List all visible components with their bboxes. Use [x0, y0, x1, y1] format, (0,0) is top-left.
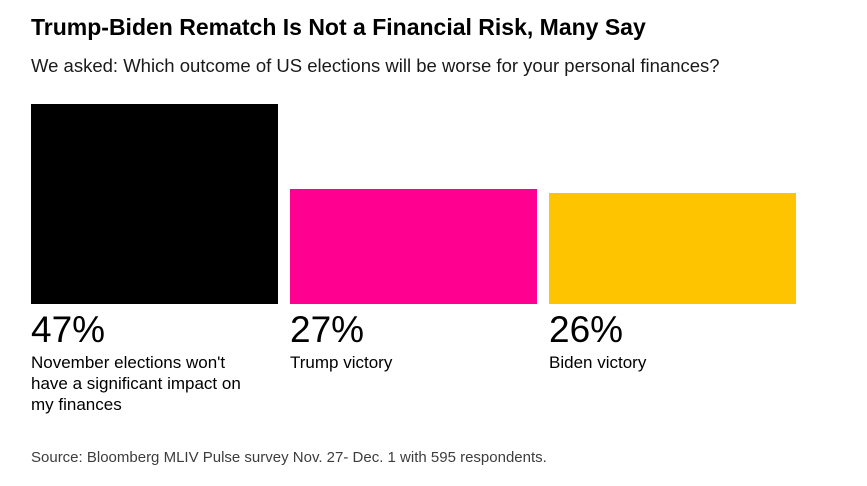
source-note: Source: Bloomberg MLIV Pulse survey Nov.…: [31, 449, 547, 466]
chart-subtitle: We asked: Which outcome of US elections …: [31, 54, 720, 76]
category-label-trump-victory: Trump victory: [290, 353, 393, 373]
bar-biden-victory: [549, 192, 796, 304]
bar-column-trump-victory: 27% Trump victory: [290, 104, 537, 416]
category-label-no-impact: November elections won't have a signific…: [31, 353, 241, 415]
value-label-trump-victory: 27%: [290, 308, 365, 350]
bar-column-biden-victory: 26% Biden victory: [549, 104, 796, 416]
bar-no-impact: [31, 103, 278, 304]
category-label-biden-victory: Biden victory: [549, 353, 647, 373]
value-label-no-impact: 47%: [31, 308, 106, 350]
bar-area: [549, 104, 796, 304]
value-label-biden-victory: 26%: [549, 308, 624, 350]
bar-area: [290, 104, 537, 304]
bar-trump-victory: [290, 188, 537, 304]
chart-title: Trump-Biden Rematch Is Not a Financial R…: [31, 14, 646, 40]
bar-chart: 47% November elections won't have a sign…: [31, 103, 796, 416]
bar-column-no-impact: 47% November elections won't have a sign…: [31, 103, 278, 416]
bar-area: [31, 103, 278, 304]
